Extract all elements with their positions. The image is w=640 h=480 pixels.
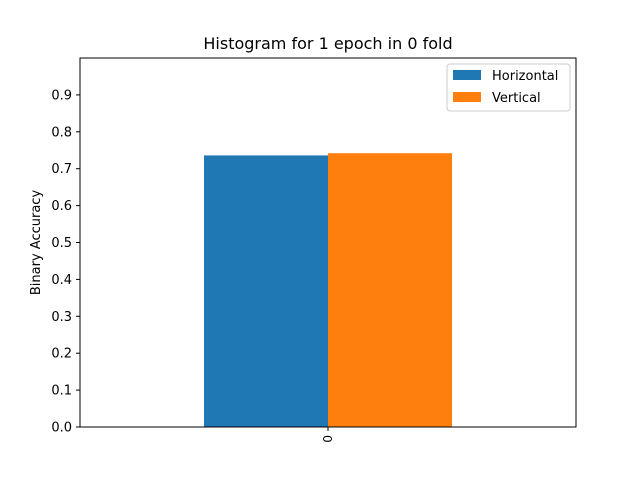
legend-label-horizontal: Horizontal xyxy=(492,69,558,84)
y-axis: 0.0 0.1 0.2 0.3 0.4 0.5 0.6 0.7 0.8 0.9 xyxy=(51,88,80,436)
legend-label-vertical: Vertical xyxy=(492,91,541,106)
y-tick-label: 0.6 xyxy=(51,199,72,214)
x-tick-label: 0 xyxy=(321,435,335,443)
legend: Horizontal Vertical xyxy=(446,63,571,112)
x-axis: 0 xyxy=(321,427,335,443)
y-tick-label: 0.3 xyxy=(51,310,72,325)
y-tick-label: 0.1 xyxy=(51,384,72,399)
y-tick-label: 0.5 xyxy=(51,236,72,251)
y-axis-label: Binary Accuracy xyxy=(29,190,44,296)
y-tick-label: 0.9 xyxy=(51,88,72,103)
y-tick-label: 0.4 xyxy=(51,273,72,288)
bar-horizontal-0 xyxy=(204,155,328,427)
y-tick-label: 0.8 xyxy=(51,125,72,140)
legend-swatch-horizontal xyxy=(453,70,481,80)
bar-vertical-0 xyxy=(328,153,452,427)
legend-swatch-vertical xyxy=(453,92,481,102)
plot-frame xyxy=(79,57,577,428)
y-tick-label: 0.0 xyxy=(51,421,72,436)
y-tick-label: 0.7 xyxy=(51,162,72,177)
y-tick-label: 0.2 xyxy=(51,347,72,362)
bars-group xyxy=(204,153,452,427)
chart-title: Histogram for 1 epoch in 0 fold xyxy=(203,34,452,53)
